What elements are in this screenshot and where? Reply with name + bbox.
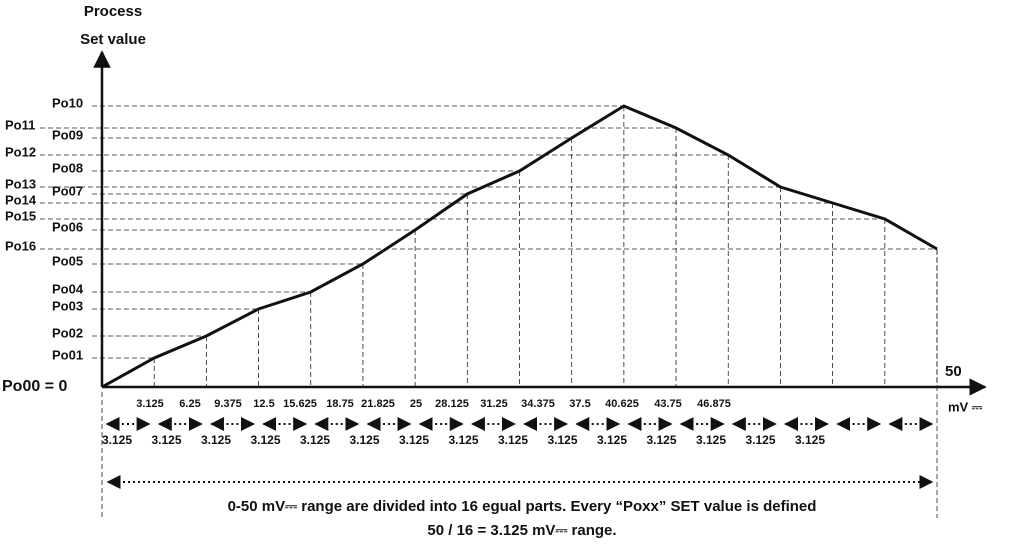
level-label: Po04 — [52, 281, 84, 296]
segment-label: 3.125 — [746, 433, 776, 447]
x-label: 6.25 — [179, 398, 200, 410]
x-unit: mV ⎓ — [948, 399, 983, 414]
x-label: 12.5 — [253, 398, 274, 410]
x-label: 21.825 — [361, 398, 395, 410]
level-label: Po05 — [52, 253, 83, 268]
level-label: Po00 = 0 — [2, 378, 67, 395]
segment-label: 3.125 — [399, 433, 429, 447]
level-label: Po06 — [52, 219, 83, 234]
level-label: Po09 — [52, 127, 83, 142]
x-label: 28.125 — [435, 398, 469, 410]
segment-label: 3.125 — [498, 433, 528, 447]
level-label: Po14 — [5, 192, 37, 207]
x-label: 40.625 — [605, 398, 639, 410]
level-label: Po13 — [5, 176, 36, 191]
y-title: Set value — [80, 31, 146, 48]
drawing — [40, 104, 938, 389]
x-end-label: 50 — [945, 363, 962, 380]
note: 0-50 mV⎓ range are divided into 16 egual… — [228, 498, 817, 515]
segment-label: 3.125 — [449, 433, 479, 447]
level-label: Po08 — [52, 160, 83, 175]
segment-label: 3.125 — [152, 433, 182, 447]
segment-label: 3.125 — [201, 433, 231, 447]
x-label: 15.625 — [283, 398, 317, 410]
x-label: 25 — [410, 398, 422, 410]
level-label: Po12 — [5, 144, 36, 159]
x-label: 18.75 — [326, 398, 354, 410]
x-label: 9.375 — [214, 398, 242, 410]
x-label: 37.5 — [569, 398, 590, 410]
segment-label: 3.125 — [696, 433, 726, 447]
note: 50 / 16 = 3.125 mV⎓ range. — [427, 522, 616, 539]
segment-label: 3.125 — [597, 433, 627, 447]
level-label: Po10 — [52, 95, 83, 110]
x-label: 46.875 — [697, 398, 731, 410]
x-label: 34.375 — [521, 398, 555, 410]
level-label: Po02 — [52, 325, 83, 340]
curve — [101, 104, 938, 389]
segment-label: 3.125 — [647, 433, 677, 447]
level-label: Po03 — [52, 298, 83, 313]
segment-label: 3.125 — [251, 433, 281, 447]
x-label: 43.75 — [654, 398, 682, 410]
level-label: Po01 — [52, 347, 83, 362]
x-label: 3.125 — [136, 398, 164, 410]
level-label: Po07 — [52, 183, 83, 198]
segment-label: 3.125 — [795, 433, 825, 447]
segment-label: 3.125 — [548, 433, 578, 447]
level-label: Po16 — [5, 238, 36, 253]
x-label: 31.25 — [480, 398, 508, 410]
segment-label: 3.125 — [102, 433, 132, 447]
segment-label: 3.125 — [350, 433, 380, 447]
level-label: Po11 — [5, 117, 35, 132]
level-label: Po15 — [5, 208, 36, 223]
y-title: Process — [84, 3, 142, 20]
segment-label: 3.125 — [300, 433, 330, 447]
